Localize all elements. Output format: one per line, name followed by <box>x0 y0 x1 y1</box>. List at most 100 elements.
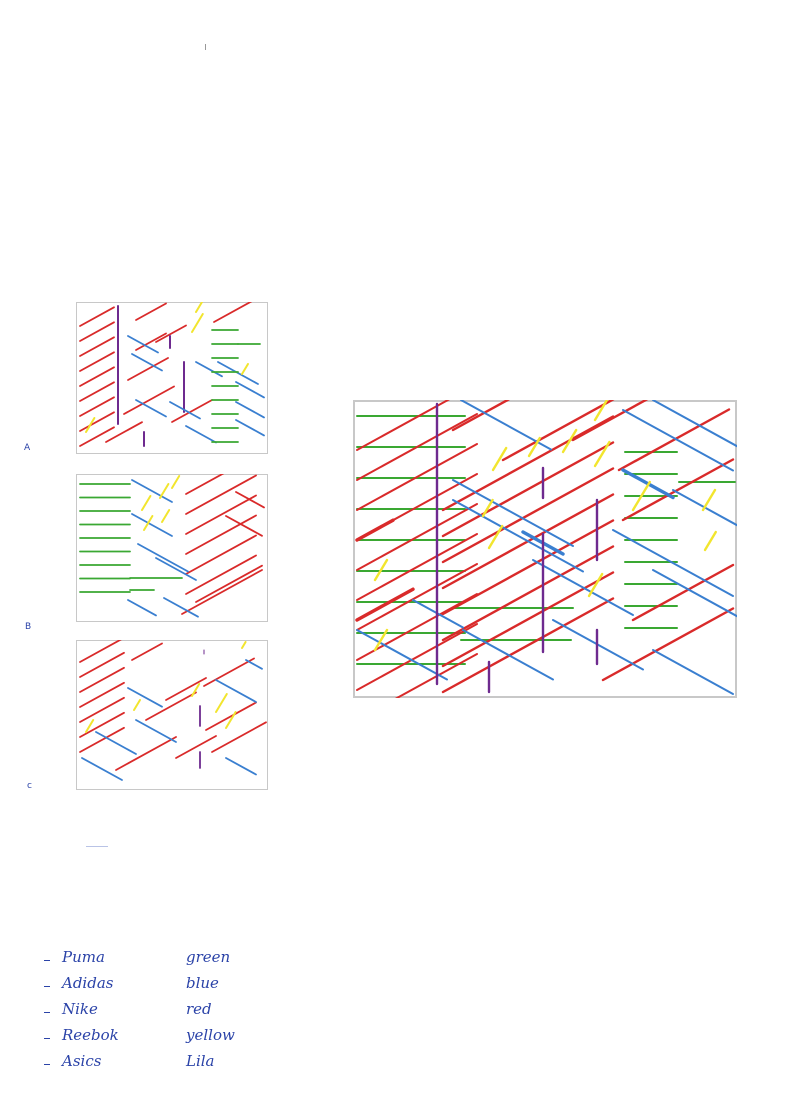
diagonal-up-stroke <box>441 519 615 616</box>
diagonal-up-stroke <box>79 381 115 402</box>
steep-stroke <box>171 475 181 489</box>
diagonal-up-stroke <box>185 494 257 535</box>
diagonal-down-stroke <box>622 409 734 472</box>
diagonal-down-stroke <box>95 731 137 755</box>
diagonal-down-stroke <box>235 401 265 419</box>
pattern-c-drawing <box>76 640 268 790</box>
legend-row-adidas: Adidas blue <box>44 974 304 998</box>
diagonal-down-stroke <box>652 569 737 618</box>
diagonal-up-stroke <box>356 623 478 691</box>
combined-pattern-drawing <box>353 400 737 698</box>
diagonal-down-stroke <box>452 479 574 547</box>
steep-stroke <box>527 436 542 458</box>
diagonal-down-stroke <box>127 687 163 708</box>
diagonal-up-stroke <box>145 691 197 721</box>
steep-stroke <box>141 495 152 511</box>
pattern-b-drawing <box>76 474 268 622</box>
diagonal-up-stroke <box>355 518 395 542</box>
diagonal-down-stroke <box>131 513 173 537</box>
diagonal-up-stroke <box>356 563 478 631</box>
diagonal-up-stroke <box>213 302 253 323</box>
legend-dash <box>44 1064 50 1065</box>
diagonal-up-stroke <box>195 564 263 603</box>
diagonal-up-stroke <box>79 321 115 342</box>
steep-stroke <box>593 440 611 468</box>
diagonal-up-stroke <box>79 306 115 327</box>
panel-frame <box>76 302 268 454</box>
diagonal-down-stroke <box>127 599 157 617</box>
diagonal-up-stroke <box>211 721 267 753</box>
diagonal-up-stroke <box>79 411 115 432</box>
diagonal-down-stroke <box>652 649 734 695</box>
panel-label-c: c <box>27 781 32 791</box>
diagonal-up-stroke <box>356 413 478 481</box>
diagonal-down-stroke <box>245 659 263 670</box>
diagonal-down-stroke <box>81 757 123 781</box>
steep-stroke <box>487 524 504 550</box>
diagonal-down-stroke <box>235 491 265 509</box>
diagonal-down-stroke <box>225 515 263 537</box>
steep-stroke <box>373 558 389 582</box>
diagonal-up-stroke <box>185 554 257 595</box>
panel-label-a: A <box>24 443 31 453</box>
steep-stroke <box>225 711 237 729</box>
diagonal-up-stroke <box>175 735 217 759</box>
steep-stroke <box>143 515 154 531</box>
diagonal-down-stroke <box>135 719 177 743</box>
diagonal-up-stroke <box>356 400 450 451</box>
legend-brand: Reebok <box>62 1026 119 1044</box>
diagonal-up-stroke <box>79 681 125 708</box>
panel-frame <box>76 640 268 790</box>
diagonal-down-stroke <box>235 381 265 399</box>
steep-stroke <box>373 628 389 652</box>
legend-dash <box>44 960 50 961</box>
handwritten-legend: Puma green Adidas blue Nike red Reebok y… <box>44 948 304 1078</box>
steep-stroke <box>593 400 609 422</box>
diagonal-down-stroke <box>185 425 217 444</box>
legend-row-nike: Nike red <box>44 1000 304 1024</box>
steep-stroke <box>701 488 717 512</box>
steep-stroke <box>631 480 651 512</box>
legend-brand: Puma <box>62 948 105 966</box>
diagonal-up-stroke <box>441 467 615 564</box>
diagonal-up-stroke <box>105 421 143 443</box>
legend-dash <box>44 1012 50 1013</box>
diagonal-up-stroke <box>115 736 177 771</box>
diagonal-up-stroke <box>155 324 187 343</box>
legend-brand: Adidas <box>62 974 114 992</box>
diagonal-down-stroke <box>155 557 197 581</box>
legend-brand: Asics <box>62 1052 102 1070</box>
diagonal-down-stroke <box>532 559 634 616</box>
legend-row-reebok: Reebok yellow <box>44 1026 304 1050</box>
diagonal-up-stroke <box>79 651 125 678</box>
legend-brand: Nike <box>62 1000 98 1018</box>
diagonal-down-stroke <box>135 399 167 418</box>
diagonal-up-stroke <box>79 711 125 738</box>
diagonal-down-stroke <box>460 400 552 451</box>
diagonal-up-stroke <box>79 696 125 723</box>
panel-label-b: B <box>25 622 32 632</box>
diagonal-up-stroke <box>181 569 263 615</box>
diagonal-down-stroke <box>131 353 163 372</box>
pattern-panel-c <box>76 640 268 790</box>
diagonal-down-stroke <box>356 629 448 681</box>
diagonal-down-stroke <box>195 361 223 378</box>
diagonal-up-stroke <box>451 400 511 432</box>
diagonal-up-stroke <box>185 474 257 515</box>
diagonal-up-stroke <box>79 396 115 417</box>
steep-stroke <box>191 313 204 333</box>
diagonal-down-stroke <box>612 529 734 597</box>
legend-row-asics: Asics Lila <box>44 1052 304 1076</box>
diagonal-up-stroke <box>441 415 615 512</box>
steep-stroke <box>215 693 228 713</box>
legend-dash <box>44 1038 50 1039</box>
diagonal-up-stroke <box>79 366 115 387</box>
legend-color-word: green <box>186 948 231 966</box>
pattern-panel-a <box>76 302 268 454</box>
steep-stroke <box>703 530 717 552</box>
diagonal-up-stroke <box>171 399 213 423</box>
legend-color-word: Lila <box>186 1052 215 1070</box>
diagonal-down-stroke <box>235 419 265 437</box>
diagonal-up-stroke <box>79 726 125 753</box>
diagonal-up-stroke <box>441 597 615 694</box>
